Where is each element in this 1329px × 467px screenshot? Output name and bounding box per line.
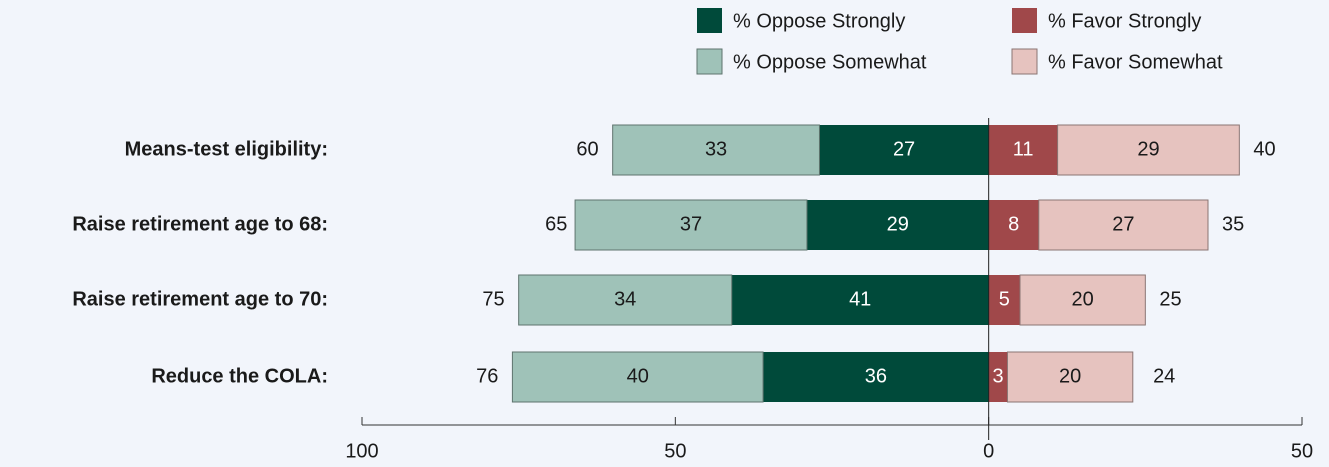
bar xyxy=(806,200,989,250)
total-label: 65 xyxy=(545,213,567,235)
value-label: 36 xyxy=(865,365,887,387)
category-label: Raise retirement age to 68: xyxy=(72,213,328,235)
value-label: 27 xyxy=(1112,213,1134,235)
total-label: 40 xyxy=(1253,138,1275,160)
x-tick-label: 100 xyxy=(345,440,378,462)
total-label: 76 xyxy=(476,365,498,387)
bar xyxy=(574,199,808,251)
value-label: 3 xyxy=(993,365,1004,387)
legend-swatch xyxy=(1011,48,1038,75)
value-label: 8 xyxy=(1008,213,1019,235)
bar xyxy=(1038,199,1209,251)
bar xyxy=(988,200,1039,250)
bar xyxy=(988,275,1020,325)
legend-swatch xyxy=(696,48,723,75)
value-label: 20 xyxy=(1072,288,1094,310)
value-label: 5 xyxy=(999,288,1010,310)
bar xyxy=(1006,351,1134,403)
bar xyxy=(988,352,1008,402)
legend-label: % Favor Somewhat xyxy=(1048,51,1223,73)
value-label: 41 xyxy=(849,288,871,310)
x-tick-label: 0 xyxy=(983,440,994,462)
total-label: 75 xyxy=(482,288,504,310)
category-label: Raise retirement age to 70: xyxy=(72,288,328,310)
x-tick-label: 50 xyxy=(1291,440,1313,462)
bar xyxy=(819,125,989,175)
value-label: 11 xyxy=(1013,138,1034,160)
value-label: 33 xyxy=(705,138,727,160)
value-label: 34 xyxy=(614,288,636,310)
bar xyxy=(518,274,733,326)
bar xyxy=(612,124,820,176)
legend-label: % Favor Strongly xyxy=(1048,10,1201,32)
bar xyxy=(1057,124,1240,176)
legend-swatch xyxy=(1012,8,1037,33)
value-label: 37 xyxy=(680,213,702,235)
x-tick-label: 50 xyxy=(664,440,686,462)
bar xyxy=(1019,274,1146,326)
category-label: Reduce the COLA: xyxy=(151,365,328,387)
legend-label: % Oppose Strongly xyxy=(733,10,905,32)
bar xyxy=(763,352,989,402)
total-label: 60 xyxy=(576,138,598,160)
value-label: 29 xyxy=(887,213,909,235)
bar xyxy=(731,275,989,325)
bar xyxy=(511,351,764,403)
value-label: 27 xyxy=(893,138,915,160)
value-label: 29 xyxy=(1137,138,1159,160)
total-label: 25 xyxy=(1159,288,1181,310)
value-label: 20 xyxy=(1059,365,1081,387)
legend-label: % Oppose Somewhat xyxy=(733,51,927,73)
total-label: 35 xyxy=(1222,213,1244,235)
total-label: 24 xyxy=(1153,365,1175,387)
category-label: Means-test eligibility: xyxy=(125,138,328,160)
value-label: 40 xyxy=(627,365,649,387)
bar xyxy=(988,125,1058,175)
legend-swatch xyxy=(697,8,722,33)
